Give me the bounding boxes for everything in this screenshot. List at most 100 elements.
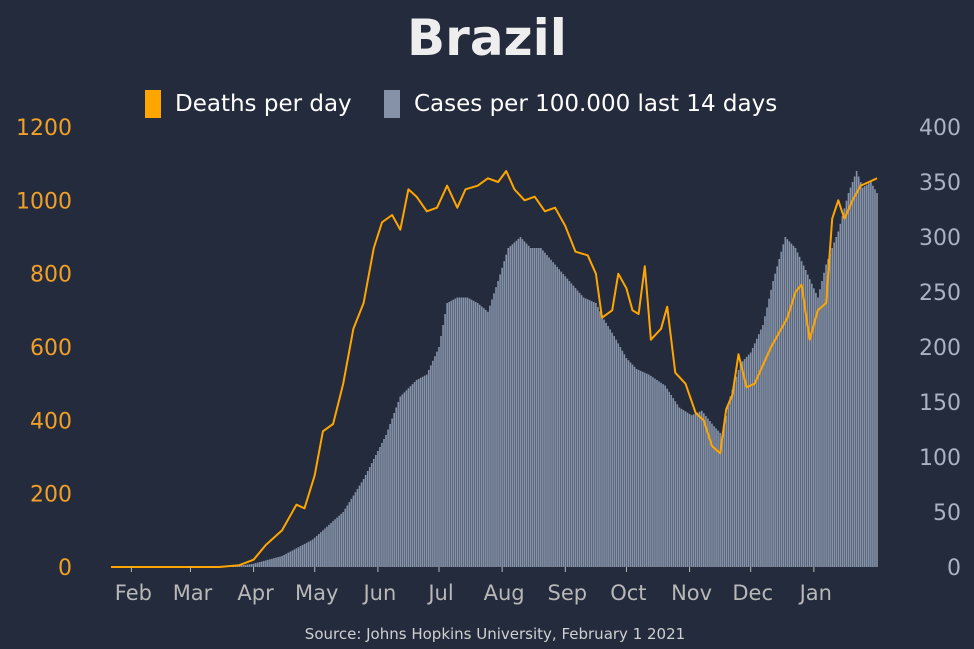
cases-bar <box>419 377 422 567</box>
cases-bar <box>519 237 522 567</box>
cases-bar <box>344 508 347 567</box>
cases-bar <box>768 298 770 567</box>
cases-bar <box>670 394 673 567</box>
cases-bar <box>835 237 838 567</box>
cases-bar <box>694 413 697 567</box>
cases-bar <box>607 326 609 567</box>
cases-bar <box>523 241 526 567</box>
cases-bar <box>643 372 646 567</box>
cases-bar <box>639 370 642 567</box>
cases-bar <box>383 439 385 567</box>
cases-bar <box>269 559 271 567</box>
cases-bar <box>275 557 277 567</box>
cases-bar <box>786 239 789 567</box>
cases-bar <box>572 285 575 567</box>
cases-bar <box>764 316 766 567</box>
cases-bar <box>491 299 493 567</box>
cases-bar <box>478 304 481 567</box>
cases-bar <box>256 562 259 567</box>
cases-bar <box>472 300 475 567</box>
cases-bar <box>562 273 565 567</box>
cases-bar <box>533 248 536 567</box>
cases-bar <box>682 410 685 567</box>
month-tick-label: Jan <box>798 581 832 605</box>
cases-bar <box>749 352 752 567</box>
cases-bar <box>648 374 650 567</box>
cases-bar <box>570 283 573 567</box>
cases-bar <box>870 182 872 567</box>
cases-bar <box>265 560 267 567</box>
cases-bar <box>356 488 359 567</box>
cases-bar <box>346 505 349 567</box>
cases-bar <box>399 396 402 567</box>
cases-bar <box>440 336 442 567</box>
cases-bar <box>635 369 638 567</box>
cases-bar <box>845 200 848 567</box>
cases-bar <box>798 256 801 567</box>
cases-bar <box>678 407 681 567</box>
cases-bar <box>515 240 518 568</box>
cases-bar <box>633 366 636 567</box>
cases-bar <box>260 561 263 567</box>
cases-bar <box>717 430 719 567</box>
cases-bar <box>474 301 477 567</box>
cases-bar <box>317 534 320 567</box>
cases-bar <box>432 360 434 567</box>
cases-bar <box>703 413 705 567</box>
cases-bar <box>525 243 528 567</box>
month-tick-label: Mar <box>173 581 213 605</box>
cases-bar <box>360 482 363 567</box>
cases-bar <box>425 374 428 567</box>
cases-bar <box>721 435 723 567</box>
cases-bar <box>234 566 237 567</box>
cases-bar <box>334 519 336 567</box>
cases-bar <box>629 362 632 567</box>
deaths-line-layer <box>111 170 878 568</box>
cases-bar <box>729 396 732 567</box>
cases-bar <box>766 307 768 567</box>
cases-bar <box>743 359 746 567</box>
cases-bar <box>244 564 247 567</box>
right-axis-ticks: 0 50 100 150 200 250 300 350 400 <box>919 116 961 581</box>
cases-bar <box>613 336 616 567</box>
cases-bar <box>250 563 253 567</box>
cases-bar <box>601 315 603 568</box>
cases-bar <box>252 563 255 567</box>
cases-bar <box>415 380 418 567</box>
cases-bar <box>668 391 671 567</box>
legend: Deaths per day Cases per 100.000 last 14… <box>145 90 777 118</box>
cases-bar <box>747 354 750 567</box>
cases-bar <box>531 248 534 567</box>
cases-bar <box>859 182 862 567</box>
cases-bar <box>576 290 579 567</box>
cases-bar <box>713 426 715 567</box>
cases-bar <box>857 176 860 567</box>
cases-bar <box>313 537 316 567</box>
cases-bar <box>372 459 375 567</box>
cases-bar <box>794 248 797 567</box>
cases-bar <box>582 297 585 567</box>
cases-bar <box>283 554 285 567</box>
cases-bar <box>788 241 791 567</box>
cases-bar <box>377 451 379 567</box>
cases-bar <box>641 371 644 567</box>
cases-bar <box>464 297 467 567</box>
cases-bar <box>829 253 831 567</box>
cases-bar <box>381 443 383 567</box>
cases-bar <box>328 524 330 567</box>
cases-bar <box>623 354 626 567</box>
cases-bar <box>745 356 748 567</box>
cases-bar <box>297 547 300 567</box>
cases-bar <box>342 512 345 567</box>
cases-bar <box>517 238 520 567</box>
cases-bar <box>851 182 854 567</box>
cases-bar <box>802 265 805 567</box>
cases-bar <box>664 385 666 567</box>
cases-bar <box>680 408 683 567</box>
right-axis-tick-label: 300 <box>919 226 961 251</box>
cases-bar <box>460 297 463 567</box>
cases-bar <box>291 550 294 567</box>
cases-bar <box>446 303 448 567</box>
cases-bar <box>246 564 249 567</box>
